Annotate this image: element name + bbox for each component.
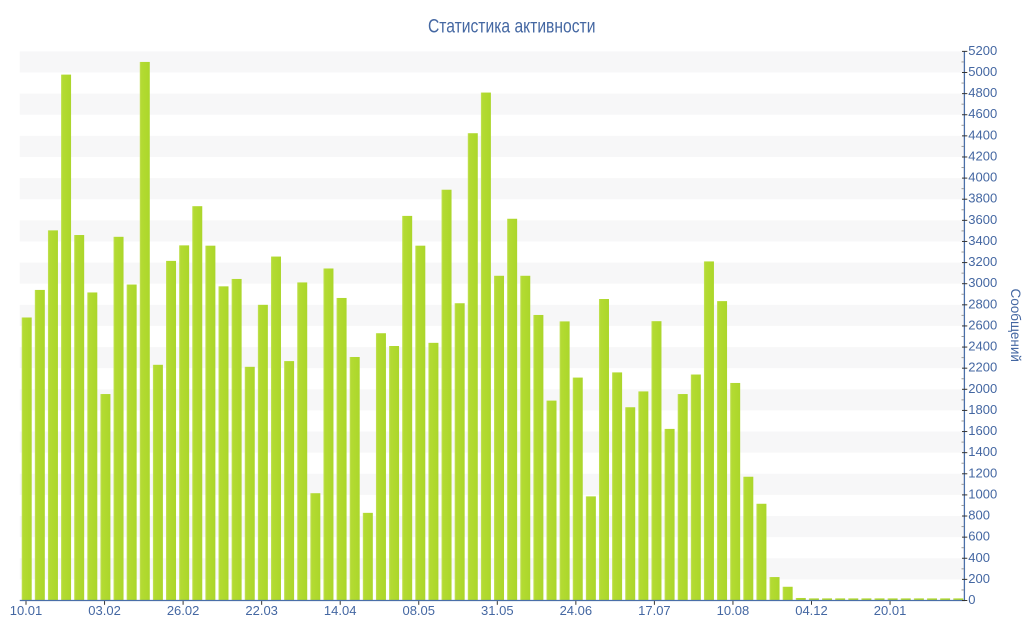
svg-text:1000: 1000 xyxy=(968,486,997,501)
svg-text:08.05: 08.05 xyxy=(402,603,435,618)
svg-text:1600: 1600 xyxy=(968,423,997,438)
svg-text:5200: 5200 xyxy=(968,43,997,58)
svg-text:400: 400 xyxy=(968,550,990,565)
svg-text:4400: 4400 xyxy=(968,127,997,142)
svg-text:2400: 2400 xyxy=(968,339,997,354)
svg-text:600: 600 xyxy=(968,529,990,544)
svg-text:4200: 4200 xyxy=(968,148,997,163)
svg-text:2800: 2800 xyxy=(968,296,997,311)
svg-text:26.02: 26.02 xyxy=(167,603,200,618)
svg-text:20.01: 20.01 xyxy=(874,603,907,618)
svg-text:3600: 3600 xyxy=(968,212,997,227)
svg-text:Сообщений: Сообщений xyxy=(1008,288,1023,362)
svg-text:3800: 3800 xyxy=(968,191,997,206)
svg-text:2600: 2600 xyxy=(968,317,997,332)
svg-text:2200: 2200 xyxy=(968,360,997,375)
svg-text:1800: 1800 xyxy=(968,402,997,417)
svg-text:1400: 1400 xyxy=(968,444,997,459)
svg-text:31.05: 31.05 xyxy=(481,603,514,618)
svg-text:3400: 3400 xyxy=(968,233,997,248)
svg-text:Статистика активности: Статистика активности xyxy=(428,16,596,37)
svg-text:800: 800 xyxy=(968,508,990,523)
svg-text:3200: 3200 xyxy=(968,254,997,269)
svg-text:17.07: 17.07 xyxy=(638,603,671,618)
svg-text:4000: 4000 xyxy=(968,170,997,185)
svg-text:03.02: 03.02 xyxy=(88,603,121,618)
svg-text:5000: 5000 xyxy=(968,64,997,79)
svg-text:10.08: 10.08 xyxy=(717,603,750,618)
svg-text:4600: 4600 xyxy=(968,106,997,121)
svg-text:4800: 4800 xyxy=(968,85,997,100)
svg-text:1200: 1200 xyxy=(968,465,997,480)
svg-text:14.04: 14.04 xyxy=(324,603,357,618)
svg-text:2000: 2000 xyxy=(968,381,997,396)
svg-text:200: 200 xyxy=(968,571,990,586)
svg-text:24.06: 24.06 xyxy=(560,603,593,618)
svg-text:10.01: 10.01 xyxy=(10,603,43,618)
svg-text:04.12: 04.12 xyxy=(795,603,828,618)
svg-text:0: 0 xyxy=(968,592,975,607)
svg-text:22.03: 22.03 xyxy=(245,603,278,618)
svg-text:3000: 3000 xyxy=(968,275,997,290)
